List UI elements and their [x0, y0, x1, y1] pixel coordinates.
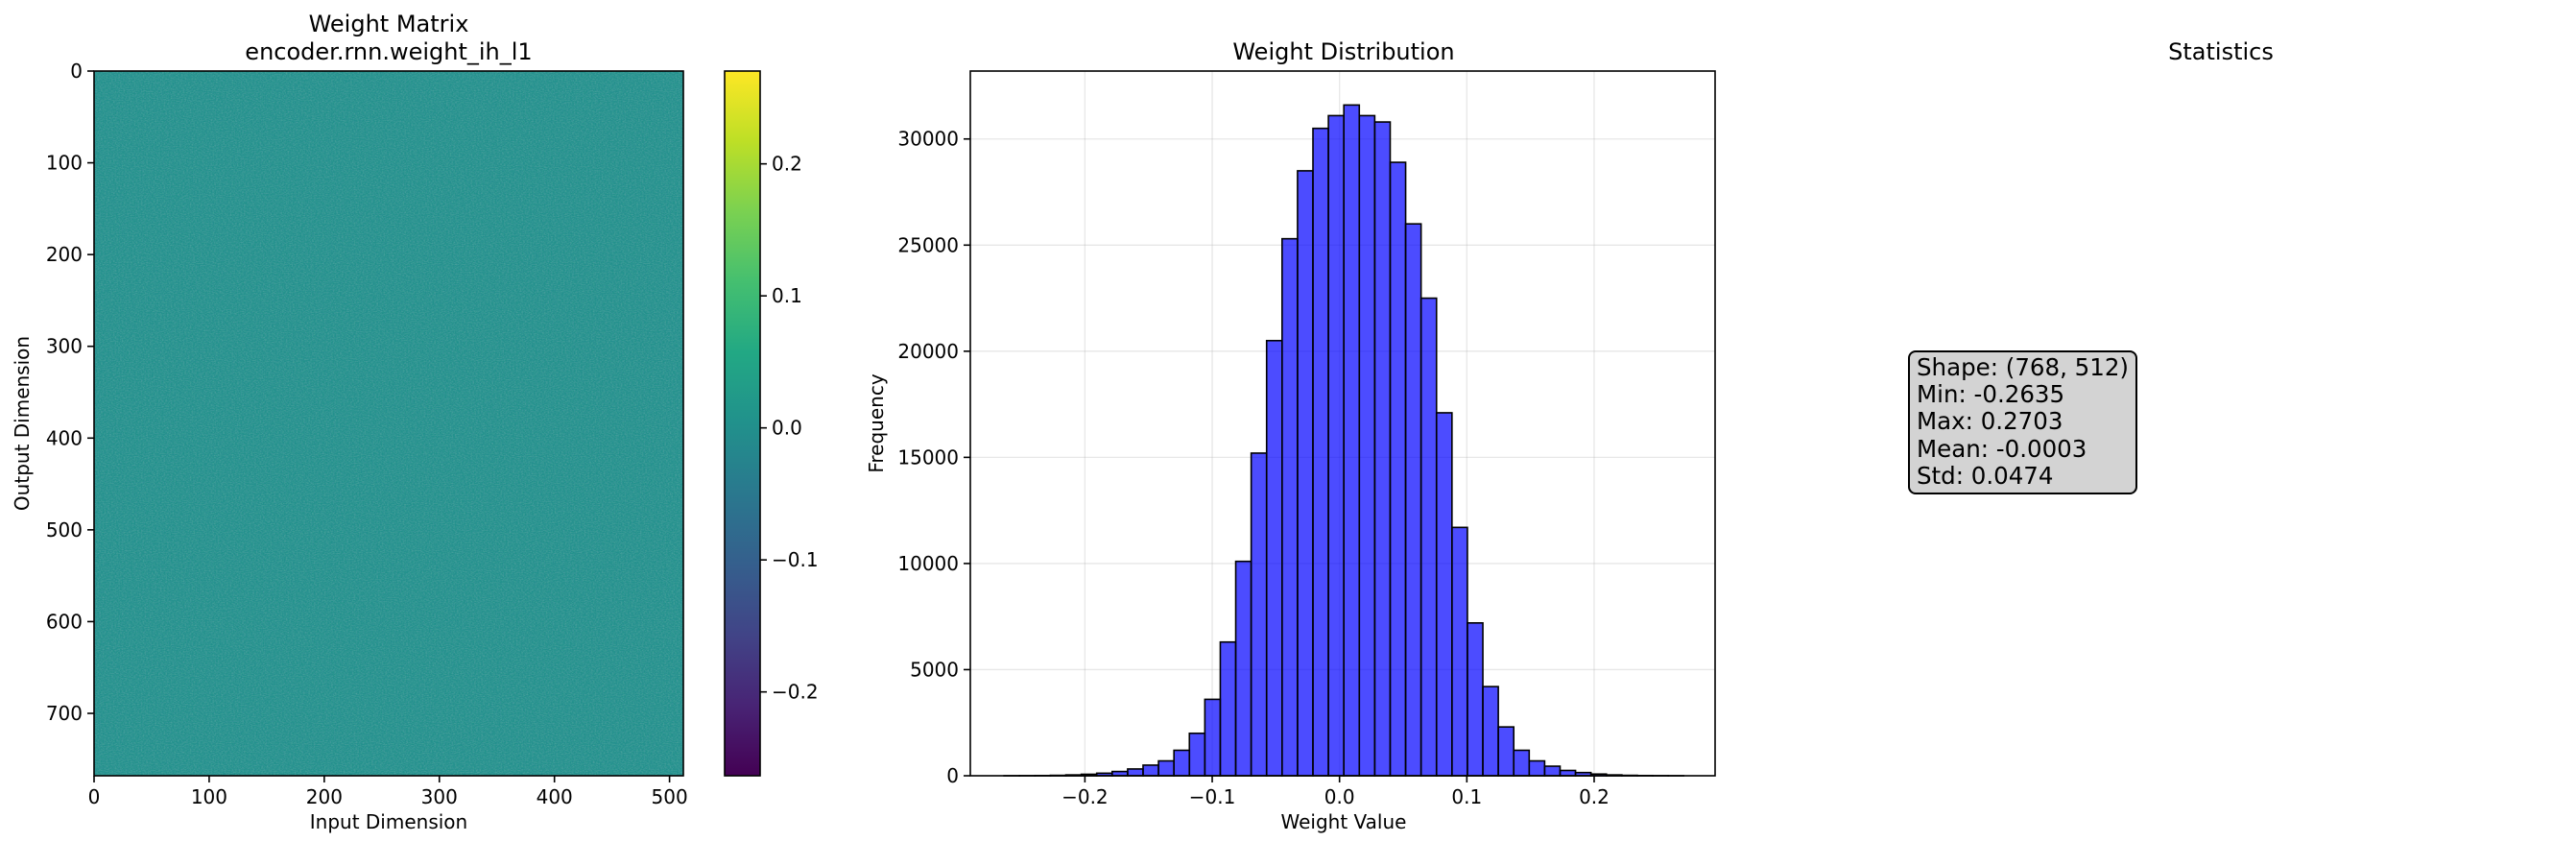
heatmap-image — [94, 71, 683, 776]
heatmap-x-tick-label: 0 — [88, 785, 101, 808]
histogram-bar — [1344, 105, 1359, 776]
histogram-xlabel: Weight Value — [1281, 810, 1407, 833]
heatmap-y-tick-label: 300 — [46, 335, 83, 358]
heatmap-x-tick-label: 100 — [191, 785, 227, 808]
stats-mean: Mean: -0.0003 — [1917, 436, 2129, 463]
histogram-bar — [1359, 115, 1374, 776]
matrix-title-line1: Weight Matrix — [309, 11, 469, 37]
histogram-y-tick-label: 20000 — [897, 340, 959, 363]
histogram-bar — [1252, 453, 1267, 776]
histogram-bar — [1158, 761, 1174, 776]
histogram-bar — [1560, 770, 1575, 776]
heatmap-y-tick-label: 700 — [46, 702, 83, 725]
histogram-x-tick-label: 0.2 — [1579, 785, 1610, 808]
heatmap-x-axis: 0 100 200 300 400 500 — [88, 776, 688, 808]
histogram-ylabel: Frequency — [865, 373, 888, 472]
histogram-bar — [1374, 122, 1390, 776]
heatmap-y-tick-label: 500 — [46, 518, 83, 541]
histogram-bar — [1328, 115, 1344, 776]
heatmap-y-tick-label: 100 — [46, 152, 83, 175]
heatmap-y-axis: 0 100 200 300 400 500 600 700 — [46, 60, 94, 725]
heatmap-y-tick-label: 200 — [46, 243, 83, 266]
histogram-x-tick-label: −0.2 — [1061, 785, 1109, 808]
histogram-bar — [1421, 299, 1437, 776]
histogram-bar — [1282, 239, 1298, 776]
stats-box: Shape: (768, 512) Min: -0.2635 Max: 0.27… — [1908, 350, 2137, 494]
heatmap-x-tick-label: 400 — [537, 785, 573, 808]
histogram-bar — [1189, 734, 1205, 776]
histogram-bar — [1220, 642, 1235, 776]
colorbar-tick-label: −0.1 — [772, 548, 819, 571]
heatmap-y-tick-label: 600 — [46, 610, 83, 633]
histogram-y-tick-label: 30000 — [897, 128, 959, 151]
histogram-x-tick-label: 0.0 — [1324, 785, 1355, 808]
stats-min: Min: -0.2635 — [1917, 381, 2129, 408]
histogram-bar — [1267, 341, 1282, 776]
histogram-x-axis: −0.2 −0.1 0.0 0.1 0.2 — [1061, 776, 1610, 808]
histogram-bar — [1406, 224, 1421, 776]
heatmap-x-tick-label: 300 — [421, 785, 458, 808]
stats-title: Statistics — [2168, 38, 2274, 65]
histogram-y-tick-label: 5000 — [910, 658, 959, 681]
histogram-bar — [1128, 769, 1143, 776]
histogram-bar — [1529, 761, 1544, 776]
histogram-x-tick-label: −0.1 — [1189, 785, 1236, 808]
histogram-bar — [1205, 699, 1220, 776]
histogram-bar — [1174, 750, 1189, 776]
colorbar-tick-label: −0.2 — [772, 681, 819, 704]
histogram-x-tick-label: 0.1 — [1451, 785, 1482, 808]
histogram-bar — [1544, 766, 1560, 776]
histogram-bar — [1452, 527, 1467, 776]
heatmap-y-tick-label: 400 — [46, 426, 83, 449]
heatmap-x-tick-label: 500 — [652, 785, 688, 808]
heatmap-x-tick-label: 200 — [306, 785, 343, 808]
histogram-y-axis: 0 5000 10000 15000 20000 25000 30000 — [897, 128, 970, 787]
histogram-bar — [1467, 623, 1483, 776]
stats-max: Max: 0.2703 — [1917, 408, 2129, 435]
stats-std: Std: 0.0474 — [1917, 463, 2129, 490]
colorbar-tick-label: 0.0 — [772, 417, 802, 440]
heatmap-y-tick-label: 0 — [70, 60, 83, 83]
colorbar — [725, 71, 760, 776]
histogram-bar — [1298, 171, 1313, 776]
histogram-bar — [1313, 129, 1328, 776]
histogram-y-tick-label: 10000 — [897, 552, 959, 575]
histogram-y-tick-label: 15000 — [897, 445, 959, 469]
histogram-bar — [1236, 562, 1252, 776]
histogram-y-tick-label: 25000 — [897, 233, 959, 256]
matrix-title-line2: encoder.rnn.weight_ih_l1 — [245, 38, 532, 65]
stats-shape: Shape: (768, 512) — [1917, 354, 2129, 381]
histogram-bar — [1390, 162, 1405, 776]
heatmap-xlabel: Input Dimension — [310, 810, 467, 833]
histogram-y-tick-label: 0 — [946, 764, 959, 787]
histogram-bar — [1437, 413, 1452, 776]
histogram-bar — [1498, 727, 1514, 776]
heatmap-ylabel: Output Dimension — [11, 336, 34, 511]
histogram-bar — [1514, 750, 1529, 776]
histogram-bar — [1143, 765, 1158, 776]
histogram-title: Weight Distribution — [1232, 38, 1454, 65]
histogram-bar — [1483, 686, 1498, 776]
colorbar-axis: 0.2 0.1 0.0 −0.1 −0.2 — [760, 153, 819, 704]
colorbar-tick-label: 0.2 — [772, 153, 802, 176]
colorbar-tick-label: 0.1 — [772, 284, 802, 307]
